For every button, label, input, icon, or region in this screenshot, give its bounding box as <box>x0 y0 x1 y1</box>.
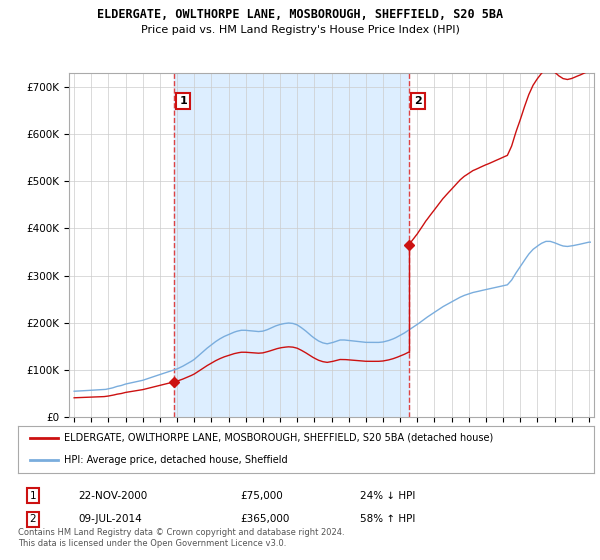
Text: ELDERGATE, OWLTHORPE LANE, MOSBOROUGH, SHEFFIELD, S20 5BA (detached house): ELDERGATE, OWLTHORPE LANE, MOSBOROUGH, S… <box>64 432 493 442</box>
Text: 24% ↓ HPI: 24% ↓ HPI <box>360 491 415 501</box>
Text: 22-NOV-2000: 22-NOV-2000 <box>78 491 147 501</box>
Text: 58% ↑ HPI: 58% ↑ HPI <box>360 514 415 524</box>
Text: £75,000: £75,000 <box>240 491 283 501</box>
Text: ELDERGATE, OWLTHORPE LANE, MOSBOROUGH, SHEFFIELD, S20 5BA: ELDERGATE, OWLTHORPE LANE, MOSBOROUGH, S… <box>97 8 503 21</box>
Text: £365,000: £365,000 <box>240 514 289 524</box>
Text: 09-JUL-2014: 09-JUL-2014 <box>78 514 142 524</box>
Text: 1: 1 <box>29 491 37 501</box>
Text: 2: 2 <box>414 96 422 106</box>
Text: Contains HM Land Registry data © Crown copyright and database right 2024.
This d: Contains HM Land Registry data © Crown c… <box>18 528 344 548</box>
Text: 2: 2 <box>29 514 37 524</box>
Text: 1: 1 <box>179 96 187 106</box>
Text: Price paid vs. HM Land Registry's House Price Index (HPI): Price paid vs. HM Land Registry's House … <box>140 25 460 35</box>
Text: HPI: Average price, detached house, Sheffield: HPI: Average price, detached house, Shef… <box>64 455 288 465</box>
Bar <box>174 73 409 417</box>
